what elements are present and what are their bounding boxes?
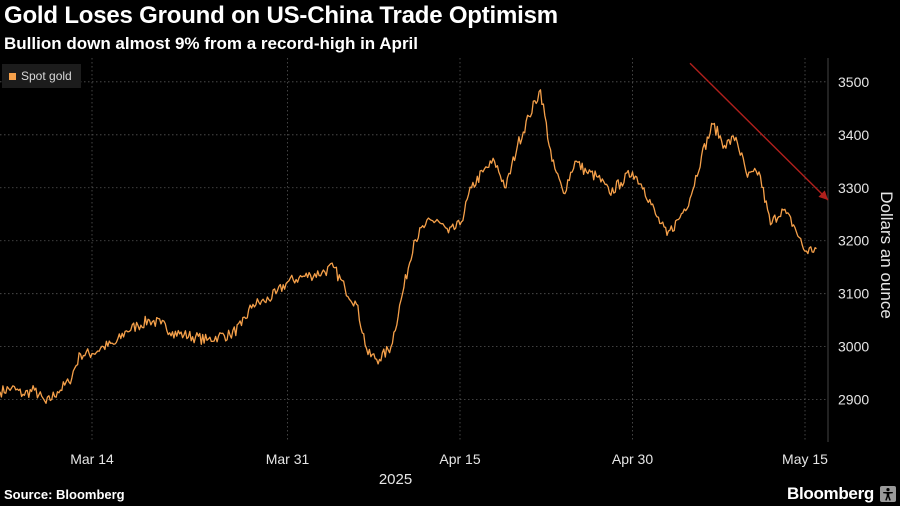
chart-subtitle: Bullion down almost 9% from a record-hig… — [4, 34, 419, 53]
source-note: Source: Bloomberg — [4, 487, 125, 502]
x-axis-year-label: 2025 — [379, 471, 412, 488]
legend-label: Spot gold — [21, 69, 72, 83]
y-tick-label: 3400 — [838, 127, 869, 143]
axis-ticks: 2900 3000 3100 3200 3300 3400 3500 Mar 14 Mar 31… — [70, 74, 869, 467]
series-line-spot-gold — [0, 89, 817, 404]
y-tick-label: 2900 — [838, 392, 869, 408]
y-tick-label: 3200 — [838, 233, 869, 249]
y-tick-label: 3000 — [838, 339, 869, 355]
grid-lines — [0, 58, 829, 442]
y-axis-label: Dollars an ounce — [877, 191, 896, 319]
trend-arrow-shaft — [689, 62, 829, 201]
chart-title: Gold Loses Ground on US-China Trade Opti… — [4, 2, 558, 29]
legend: Spot gold — [2, 64, 81, 88]
x-tick-label: Apr 15 — [439, 451, 480, 467]
y-tick-label: 3300 — [838, 180, 869, 196]
brand-logo: Bloomberg — [786, 484, 874, 503]
x-tick-label: Mar 31 — [266, 451, 310, 467]
accessibility-icon[interactable] — [880, 486, 896, 502]
y-tick-label: 3500 — [838, 74, 869, 90]
legend-swatch — [9, 72, 16, 80]
x-tick-label: May 15 — [782, 451, 828, 467]
x-tick-label: Mar 14 — [70, 451, 114, 467]
y-tick-label: 3100 — [838, 286, 869, 302]
trend-arrow — [689, 62, 829, 201]
trend-arrow-head — [818, 190, 828, 200]
x-tick-label: Apr 30 — [612, 451, 653, 467]
